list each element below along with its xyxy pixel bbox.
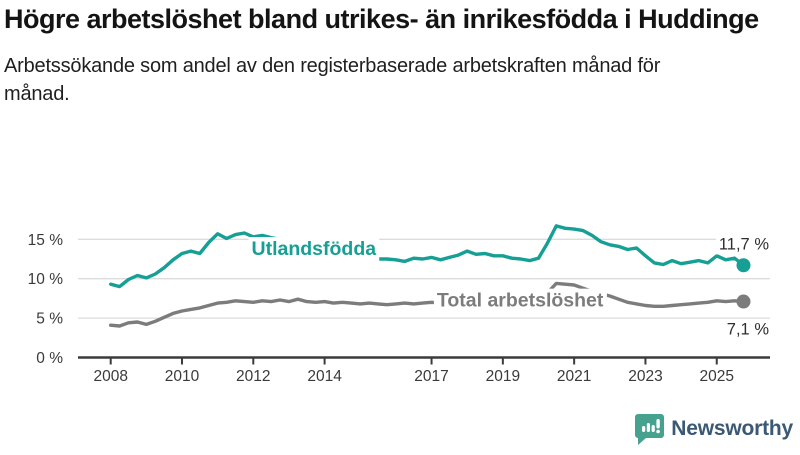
chart-line-total-arbetsloshet [108,281,746,328]
y-tick-label-15: 15 % [28,232,64,249]
y-tick-label-5: 5 % [36,311,63,328]
end-value-label-utlandsfodda: 11,7 % [719,235,769,253]
x-tick-label-2008: 2008 [93,368,127,385]
brand-name: Newsworthy [671,417,793,440]
x-tick-label-2017: 2017 [414,368,448,385]
page-title: Högre arbetslöshet bland utrikes- än inr… [4,4,759,34]
series-label-utlandsfodda-halo [248,237,380,262]
series-label-utlandsfodda: Utlandsfödda [252,238,377,260]
end-value-label-utlandsfodda-halo [715,234,773,255]
x-tick-label-2021: 2021 [557,368,591,385]
logo-bar-1 [642,426,646,432]
bar-chart-speech-bubble-icon [635,414,665,445]
y-tick-label-0: 0 % [36,350,63,367]
logo-bar-3 [651,425,656,432]
brand-footer: Newsworthy [635,412,793,446]
x-tick-label-2025: 2025 [700,368,734,385]
end-dot-utlandsfodda [736,258,751,273]
x-tick-label-2023: 2023 [628,368,662,385]
end-value-label-total-arbetsloshet-halo [723,319,773,340]
x-tick-label-2012: 2012 [236,368,270,385]
x-tick-label-2019: 2019 [486,368,520,385]
page-subtitle: Arbetssökande som andel av den registerb… [4,54,661,106]
header: Högre arbetslöshet bland utrikes- än inr… [4,2,797,108]
chart-line-utlandsfodda [108,224,746,289]
end-dot-total-arbetsloshet [736,294,751,309]
logo-bar-2 [647,423,651,432]
x-tick-label-2010: 2010 [165,368,200,385]
x-tick-label-2014: 2014 [307,368,342,385]
series-label-total-arbetsloshet: Total arbetslöshet [437,290,604,312]
logo-exclamation-dot [656,429,661,434]
logo-exclamation-stem [656,419,661,429]
series-label-total-arbetsloshet-halo [433,288,607,313]
end-value-label-total-arbetsloshet: 7,1 % [727,321,770,339]
y-tick-label-10: 10 % [28,271,64,288]
